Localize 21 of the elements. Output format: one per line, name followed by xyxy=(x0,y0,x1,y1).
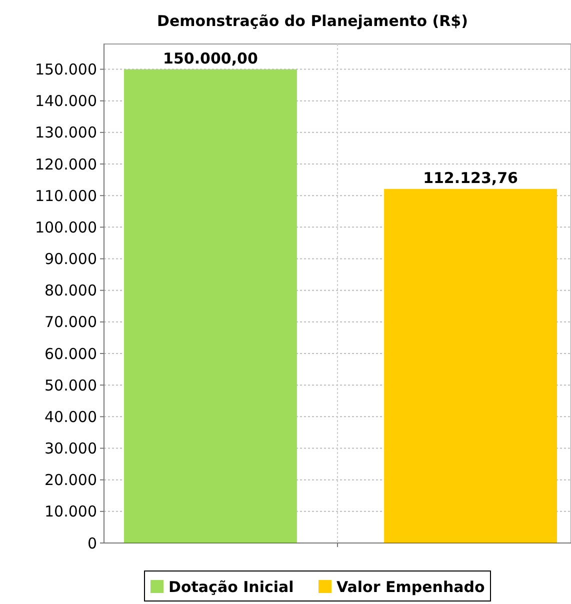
y-tick-label: 110.000 xyxy=(34,186,97,205)
legend-label: Dotação Inicial xyxy=(168,578,294,596)
chart-title: Demonstração do Planejamento (R$) xyxy=(157,12,468,30)
y-tick-label: 80.000 xyxy=(44,282,97,300)
data-label: 112.123,76 xyxy=(423,168,518,187)
y-tick-label: 100.000 xyxy=(34,218,97,236)
y-tick-label: 40.000 xyxy=(44,408,97,426)
y-tick-label: 120.000 xyxy=(34,155,97,174)
y-tick-label: 90.000 xyxy=(44,250,97,268)
y-tick-label: 150.000 xyxy=(34,60,97,79)
legend-label: Valor Empenhado xyxy=(336,578,485,596)
y-tick-label: 20.000 xyxy=(44,471,97,490)
y-tick-label: 60.000 xyxy=(44,344,97,363)
y-tick-label: 130.000 xyxy=(34,124,97,142)
y-tick-label: 0 xyxy=(87,534,97,552)
y-tick-label: 140.000 xyxy=(34,92,97,110)
y-tick-label: 30.000 xyxy=(44,440,97,458)
data-label: 150.000,00 xyxy=(163,49,258,68)
y-tick-label: 50.000 xyxy=(44,376,97,394)
y-tick-label: 10.000 xyxy=(44,502,97,521)
y-tick-label: 70.000 xyxy=(44,313,97,332)
